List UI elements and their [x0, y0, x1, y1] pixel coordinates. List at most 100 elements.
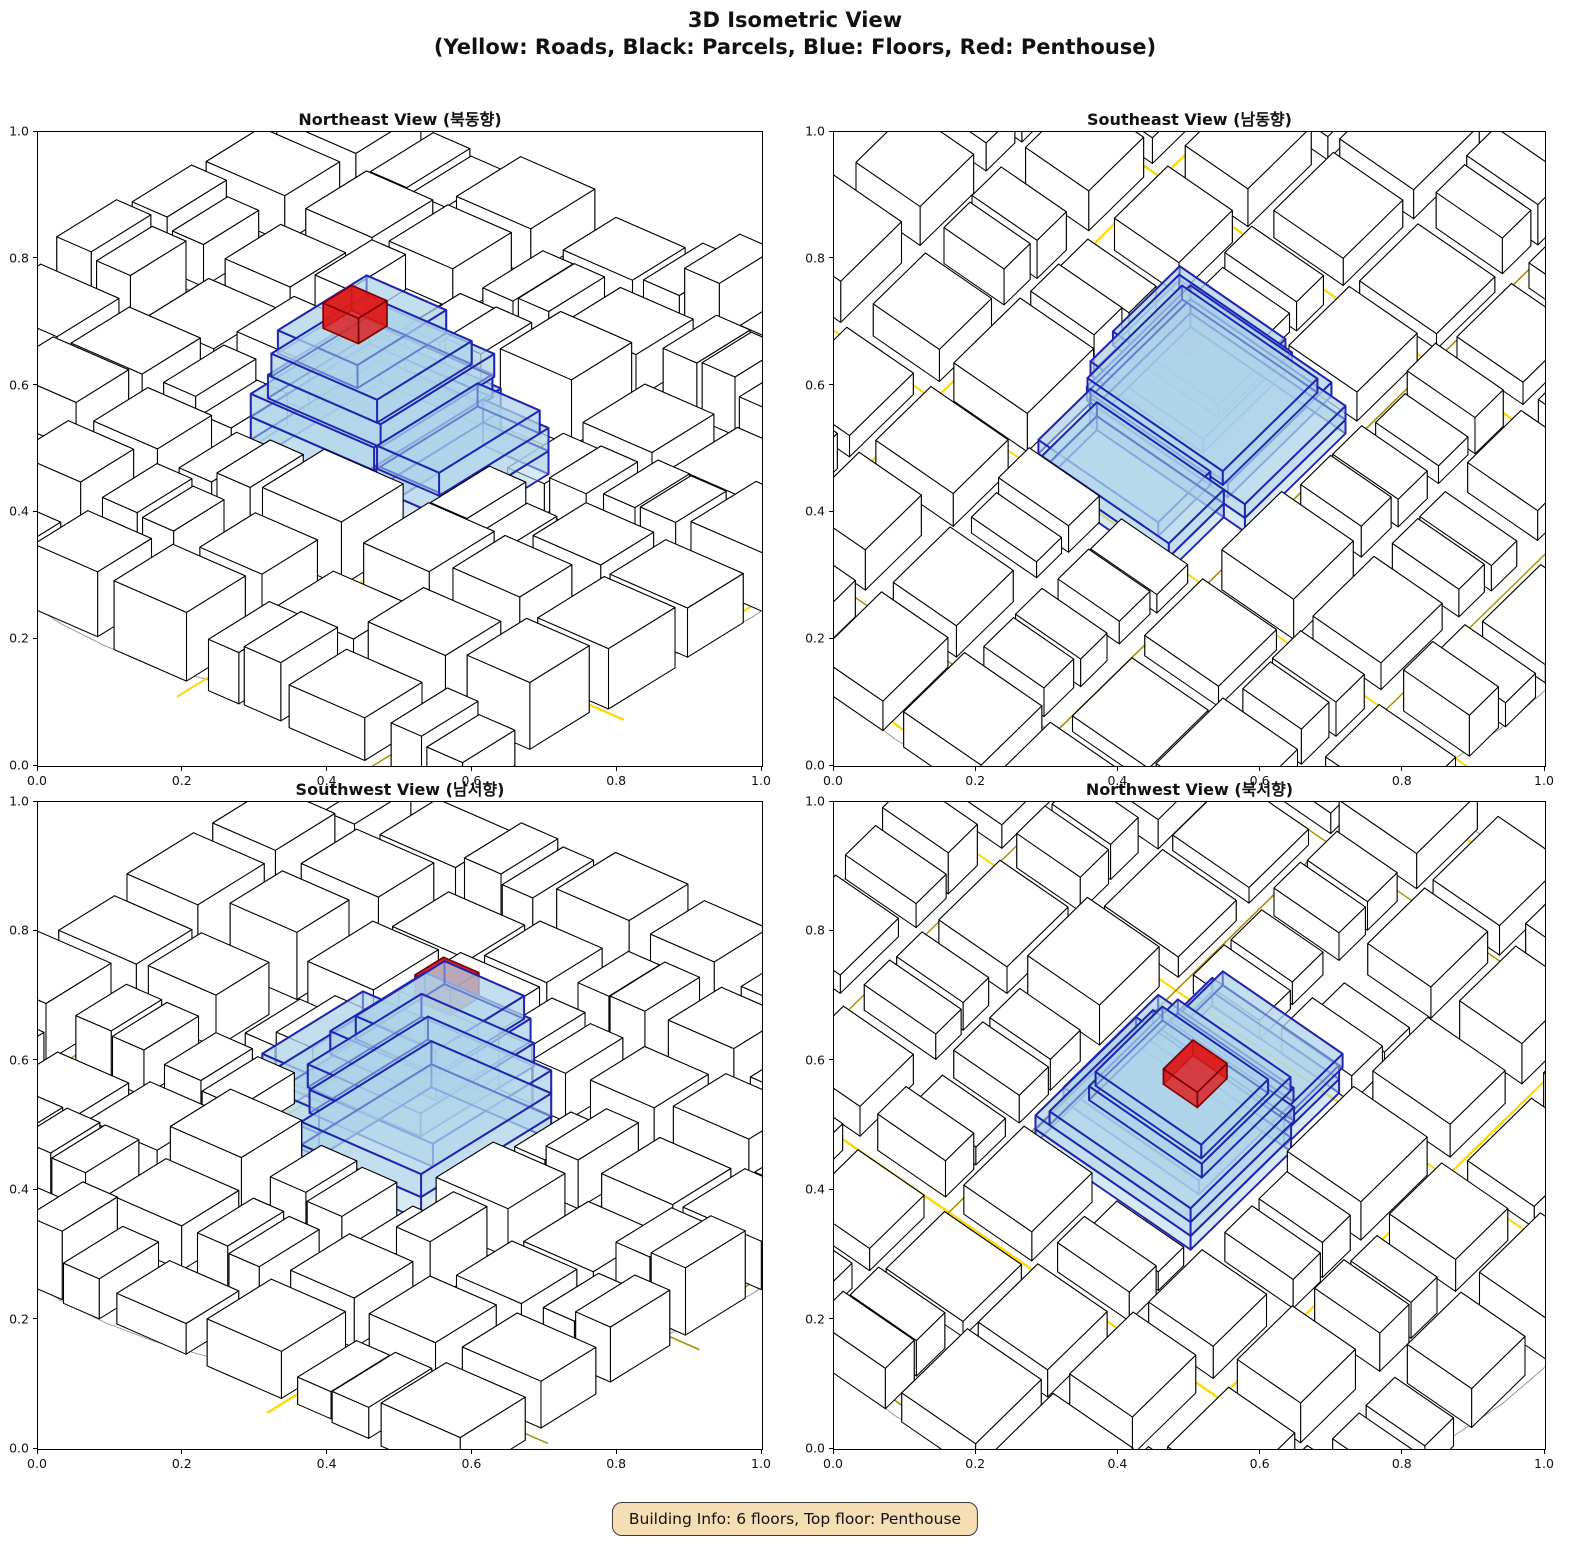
x-tick-mark	[326, 767, 328, 771]
parcel-building	[1338, 802, 1478, 890]
x-tick-mark	[1401, 1450, 1403, 1454]
x-tick-mark	[760, 767, 762, 771]
parcel-building	[38, 1029, 45, 1071]
x-tick-label: 0.0	[27, 1456, 47, 1471]
x-tick-mark	[615, 767, 617, 771]
parcel-building	[863, 959, 962, 1060]
y-tick-mark	[33, 929, 37, 932]
x-tick-mark	[974, 767, 976, 771]
parcel-building	[582, 383, 715, 488]
y-tick-mark	[33, 764, 37, 766]
parcel-building	[1027, 896, 1160, 1046]
parcel-building	[877, 1086, 975, 1198]
x-tick-label: 0.4	[1107, 1456, 1128, 1471]
x-tick-label: 0.2	[171, 1456, 192, 1471]
parcel-building	[834, 565, 856, 639]
parcel-building	[390, 687, 479, 766]
y-tick-mark	[829, 510, 833, 513]
x-tick-mark	[1543, 1450, 1545, 1454]
x-tick-mark	[760, 1450, 762, 1454]
parcel-building	[1406, 1291, 1526, 1429]
parcel-building	[38, 931, 112, 1063]
parcel-building	[834, 1290, 915, 1410]
parcel-building	[953, 1021, 1049, 1124]
parcel-building	[834, 326, 914, 458]
x-tick-label: 0.2	[171, 773, 192, 788]
y-tick-label: 0.2	[9, 1311, 29, 1327]
parcel-building	[108, 1158, 240, 1271]
y-tick-label: 1.0	[9, 793, 29, 809]
parcel-building	[1273, 861, 1366, 961]
parcel-building	[1004, 721, 1115, 766]
plot-area-southwest	[37, 801, 763, 1450]
x-tick-mark	[1116, 767, 1119, 771]
x-tick-label: 0.6	[461, 773, 482, 788]
plot-area-northeast	[37, 131, 763, 767]
x-tick-mark	[470, 1450, 473, 1454]
x-tick-mark	[36, 1450, 38, 1454]
parcel-building	[844, 825, 947, 929]
y-tick-label: 0.0	[9, 1440, 29, 1456]
penthouse-box	[322, 284, 388, 345]
parcel-building	[875, 386, 1009, 527]
parcel-building	[834, 591, 949, 732]
y-tick-label: 0.4	[9, 503, 29, 519]
parcel-building	[1236, 1305, 1356, 1444]
subplot-southwest-view: Southwest View (남서향) 0.0 0.2 0.4 0.6 0.8 1.0 0…	[9, 780, 771, 1471]
y-tick-mark	[33, 1447, 37, 1449]
y-tick-label: 1.0	[805, 793, 825, 809]
parcel-building	[1221, 491, 1354, 640]
penthouse-box	[1162, 1039, 1228, 1109]
x-tick-label: 0.8	[606, 1456, 627, 1471]
y-tick-mark	[33, 800, 37, 802]
x-tick-mark	[1116, 1450, 1119, 1454]
y-tick-mark	[829, 764, 833, 766]
parcel-building	[62, 1225, 160, 1320]
x-tick-mark	[181, 1450, 183, 1454]
y-tick-mark	[829, 929, 833, 932]
x-tick-mark	[470, 767, 473, 771]
y-tick-mark	[829, 637, 833, 639]
parcel-building	[1528, 246, 1545, 300]
y-tick-label: 0.6	[9, 377, 29, 393]
x-tick-mark	[181, 767, 183, 771]
subplot-title-northwest: Northwest View (북서향)	[1085, 780, 1294, 799]
y-tick-label: 0.2	[9, 630, 29, 646]
y-tick-mark	[829, 1188, 833, 1190]
x-tick-label: 0.6	[1249, 1456, 1270, 1471]
parcel-building	[288, 648, 423, 762]
parcel-building	[1155, 697, 1299, 766]
x-tick-mark	[1543, 767, 1545, 771]
x-tick-label: 1.0	[751, 1456, 771, 1471]
y-tick-label: 1.0	[9, 123, 29, 139]
x-tick-label: 1.0	[1534, 773, 1554, 788]
y-tick-label: 0.0	[9, 757, 29, 773]
parcel-building	[1144, 578, 1277, 708]
parcel-building	[575, 1274, 671, 1383]
y-tick-label: 0.8	[9, 922, 29, 938]
y-tick-mark	[33, 384, 37, 386]
x-tick-mark	[1259, 767, 1261, 771]
y-tick-label: 0.6	[805, 377, 825, 393]
parcel-building	[938, 859, 1069, 994]
parcel-building	[834, 1117, 844, 1160]
x-tick-mark	[326, 1450, 328, 1454]
x-tick-label: 0.8	[606, 773, 627, 788]
isometric-scene-northwest	[834, 802, 1545, 1449]
parcel-building	[1071, 657, 1209, 766]
parcel-building	[834, 451, 922, 591]
y-tick-label: 0.6	[805, 1052, 825, 1068]
subplot-title-northeast: Northeast View (북동향)	[298, 110, 502, 129]
x-tick-label: 0.2	[965, 1456, 986, 1471]
x-tick-mark	[1259, 1450, 1261, 1454]
x-tick-label: 1.0	[1534, 1456, 1554, 1471]
parcel-building	[1148, 1249, 1268, 1379]
parcel-building	[1167, 1386, 1296, 1449]
parcel-building	[1537, 392, 1545, 432]
parcel-building	[834, 1149, 925, 1272]
parcel-building	[1016, 805, 1110, 913]
parcel-building	[1339, 132, 1480, 220]
y-tick-mark	[33, 257, 37, 259]
parcel-building	[1456, 283, 1545, 406]
y-tick-mark	[33, 637, 37, 639]
